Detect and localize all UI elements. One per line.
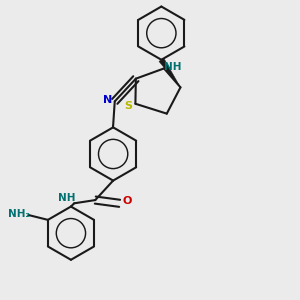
Text: NH₂: NH₂ [8,209,30,219]
Polygon shape [159,58,181,87]
Text: NH: NH [58,194,75,203]
Text: N: N [103,95,112,105]
Text: S: S [124,101,132,111]
Text: NH: NH [164,62,182,72]
Text: O: O [122,196,131,206]
